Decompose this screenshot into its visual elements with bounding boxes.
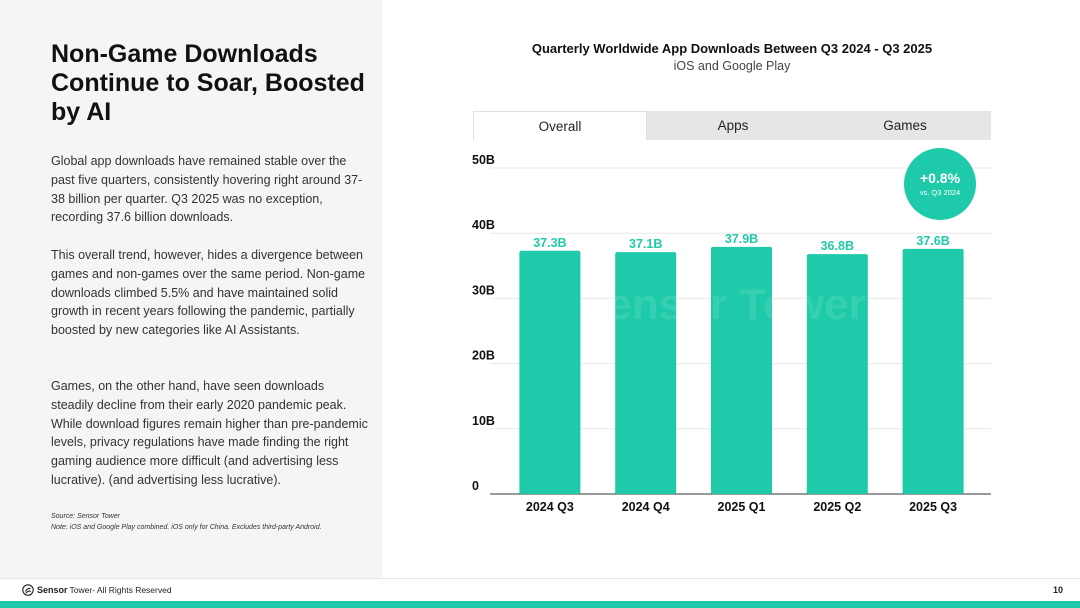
source-note: Source: Sensor Tower Note: iOS and Googl… [51, 511, 322, 533]
bottom-accent-band [0, 601, 1080, 608]
tab-games[interactable]: Games [883, 118, 927, 133]
bar [902, 248, 964, 494]
y-tick-label: 40B [472, 218, 495, 232]
y-tick-label: 0 [472, 479, 479, 493]
data-label: 37.1B [629, 237, 662, 251]
badge-value: +0.8% [919, 170, 961, 186]
footer-brand: Sensor Tower - All Rights Reserved [22, 584, 172, 596]
bar [615, 252, 677, 494]
data-label: 37.3B [533, 236, 566, 250]
bar [519, 250, 581, 494]
chart-tabs: Overall Apps Games [473, 111, 991, 140]
bar-chart: 0 10B 20B 30B 40B 50B 37.3B 2024 Q3 37.1B 2024 Q4… [472, 153, 991, 514]
x-tick-label: 2024 Q3 [526, 500, 574, 514]
change-badge: +0.8% vs. Q3 2024 [904, 148, 976, 220]
x-tick-label: 2025 Q3 [909, 500, 957, 514]
x-tick-label: 2025 Q1 [718, 500, 766, 514]
data-label: 37.9B [725, 232, 758, 246]
data-label: 36.8B [821, 239, 854, 253]
chart-subtitle: iOS and Google Play [673, 59, 791, 73]
bar [806, 254, 868, 494]
footer-divider [0, 578, 1080, 579]
x-tick-label: 2025 Q2 [813, 500, 861, 514]
data-label: 37.6B [916, 234, 949, 248]
page-title: Non-Game Downloads Continue to Soar, Boo… [51, 40, 365, 126]
bar [711, 246, 772, 494]
body-paragraph-1: Global app downloads have remained stabl… [51, 154, 363, 225]
left-panel: Non-Game Downloads Continue to Soar, Boo… [0, 0, 382, 578]
source-line: Source: Sensor Tower [51, 513, 120, 520]
note-line: Note: iOS and Google Play combined. iOS … [51, 524, 322, 531]
y-tick-label: 50B [472, 153, 495, 167]
y-tick-label: 30B [472, 283, 495, 297]
body-paragraph-2: This overall trend, however, hides a div… [51, 248, 366, 338]
brand-name-bold: Sensor [37, 585, 68, 595]
x-tick-label: 2024 Q4 [622, 500, 670, 514]
page-number: 10 [1052, 585, 1063, 595]
brand-name-rest: Tower [69, 585, 93, 595]
y-tick-label: 20B [472, 349, 495, 363]
tab-overall[interactable]: Overall [473, 111, 647, 140]
chart-title: Quarterly Worldwide App Downloads Betwee… [531, 41, 933, 56]
sensor-tower-logo-icon [22, 584, 34, 596]
tab-apps[interactable]: Apps [717, 118, 749, 133]
badge-caption: vs. Q3 2024 [919, 188, 961, 197]
y-tick-label: 10B [472, 414, 495, 428]
body-paragraph-3: Games, on the other hand, have seen down… [51, 379, 368, 487]
rights-text: - All Rights Reserved [92, 585, 172, 595]
